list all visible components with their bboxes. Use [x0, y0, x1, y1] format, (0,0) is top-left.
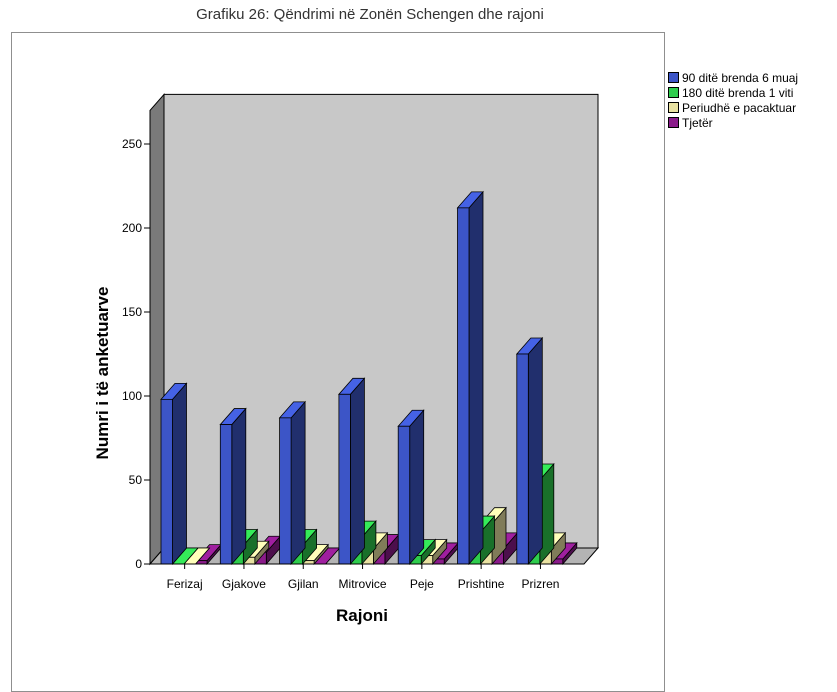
legend-label: 90 ditë brenda 6 muaj — [682, 70, 799, 85]
y-tick-label: 250 — [122, 137, 142, 151]
y-tick-label: 0 — [135, 557, 142, 571]
bar-90-dit-brenda-6-muaj-mitrovice — [338, 377, 366, 566]
plot-svg: 0 50 100 150 200 250 Ferizaj Gjakove Gjilan Mitro… — [93, 93, 600, 625]
x-tick-label: Gjilan — [288, 577, 319, 591]
bar-90-dit-brenda-6-muaj-gjilan — [278, 400, 306, 566]
legend-label: Tjetër — [682, 115, 713, 130]
legend-swatch — [668, 117, 679, 128]
y-axis-title: Numri i të anketuarve — [93, 287, 112, 460]
bar-side — [409, 409, 425, 566]
bar-front — [338, 393, 351, 565]
axes: 0 50 100 150 200 250 Ferizaj Gjakove Gjilan Mitro… — [122, 110, 584, 591]
y-tick-label: 50 — [129, 473, 143, 487]
bar-90-dit-brenda-6-muaj-gjakove — [219, 407, 247, 566]
bar-side — [231, 407, 247, 566]
legend-item: 90 ditë brenda 6 muaj — [668, 70, 798, 85]
bar-front — [516, 353, 529, 565]
legend-swatch — [668, 72, 679, 83]
bar-front — [397, 425, 411, 565]
bar-90-dit-brenda-6-muaj-ferizaj — [160, 382, 188, 566]
legend-swatch — [668, 102, 679, 113]
bar-side — [172, 382, 187, 566]
bar-front — [457, 207, 470, 565]
legend-label: 180 ditë brenda 1 viti — [682, 85, 794, 100]
x-tick-label: Gjakove — [222, 577, 266, 591]
bar-side — [349, 377, 365, 566]
x-tick-label: Peje — [410, 577, 434, 591]
legend-label: Periudhë e pacaktuar — [682, 100, 797, 115]
bar-90-dit-brenda-6-muaj-prishtine — [456, 190, 484, 566]
chart-frame: 0 50 100 150 200 250 Ferizaj Gjakove Gjilan Mitro… — [11, 32, 665, 692]
bar-front — [219, 424, 233, 565]
bar-front — [160, 398, 173, 565]
legend: 90 ditë brenda 6 muaj 180 ditë brenda 1 v… — [668, 70, 798, 130]
bar-90-dit-brenda-6-muaj-peje — [397, 409, 425, 566]
legend-item: 180 ditë brenda 1 viti — [668, 85, 798, 100]
bar-side — [527, 336, 543, 566]
bars — [160, 190, 578, 566]
bar-side — [290, 400, 306, 566]
bar-90-dit-brenda-6-muaj-prizren — [515, 336, 544, 566]
legend-item: Periudhë e pacaktuar — [668, 100, 798, 115]
y-tick-label: 200 — [122, 221, 142, 235]
legend-item: Tjetër — [668, 115, 798, 130]
legend-swatch — [668, 87, 679, 98]
x-tick-label: Ferizaj — [167, 577, 203, 591]
bar-front — [279, 417, 292, 565]
y-tick-label: 100 — [122, 389, 142, 403]
x-axis-title: Rajoni — [336, 606, 388, 625]
x-tick-label: Prishtine — [458, 577, 505, 591]
bar-side — [468, 190, 484, 566]
x-tick-label: Mitrovice — [339, 577, 387, 591]
x-tick-label: Prizren — [521, 577, 559, 591]
y-tick-label: 150 — [122, 305, 142, 319]
chart-title: Grafiku 26: Qëndrimi në Zonën Schengen d… — [196, 6, 544, 23]
